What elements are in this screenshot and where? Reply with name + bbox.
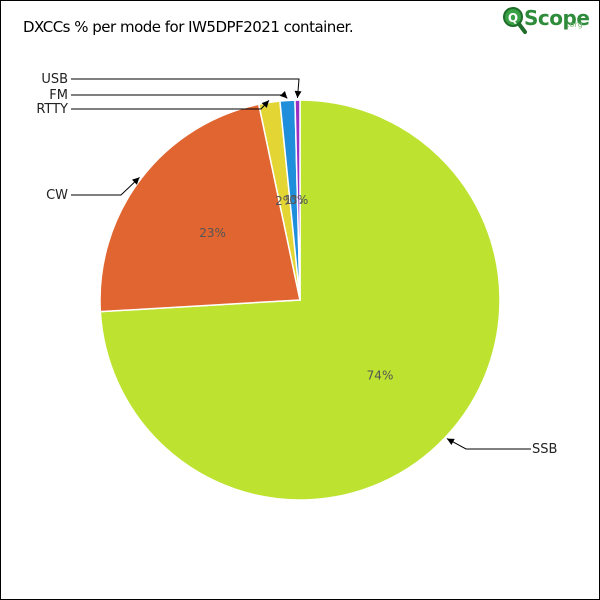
leader-arrow-fm [279, 90, 288, 99]
slice-percent-usb: 0% [289, 193, 308, 207]
leader-line-fm [71, 94, 288, 99]
slice-label-cw: CW [46, 188, 68, 203]
leader-arrow-usb [294, 90, 302, 99]
leader-arrow-cw [132, 177, 140, 185]
leader-line-cw [71, 176, 140, 196]
slice-label-rtty: RTTY [36, 102, 68, 117]
leader-arrow-ssb [446, 438, 455, 446]
logo-tld-text: .org [567, 20, 583, 29]
leader-line-ssb [446, 438, 531, 450]
svg-text:Q: Q [508, 11, 518, 25]
leader-line-rtty [71, 100, 270, 110]
slice-label-usb: USB [41, 72, 68, 87]
slice-percent-cw: 23% [199, 226, 226, 240]
slice-percent-ssb: 74% [367, 368, 394, 382]
leader-arrow-rtty [261, 100, 269, 108]
pie-slice-usb [294, 99, 301, 301]
chart-title: DXCCs % per mode for IW5DPF2021 containe… [23, 18, 354, 36]
magnifier-logo-icon: Q [503, 7, 527, 34]
logo-brand-text: Scope [524, 6, 590, 30]
pie-slice-cw [99, 103, 301, 313]
slice-label-fm: FM [49, 88, 68, 103]
slice-label-ssb: SSB [532, 442, 557, 457]
qrzscope-logo: Q Scope .org [501, 4, 591, 38]
